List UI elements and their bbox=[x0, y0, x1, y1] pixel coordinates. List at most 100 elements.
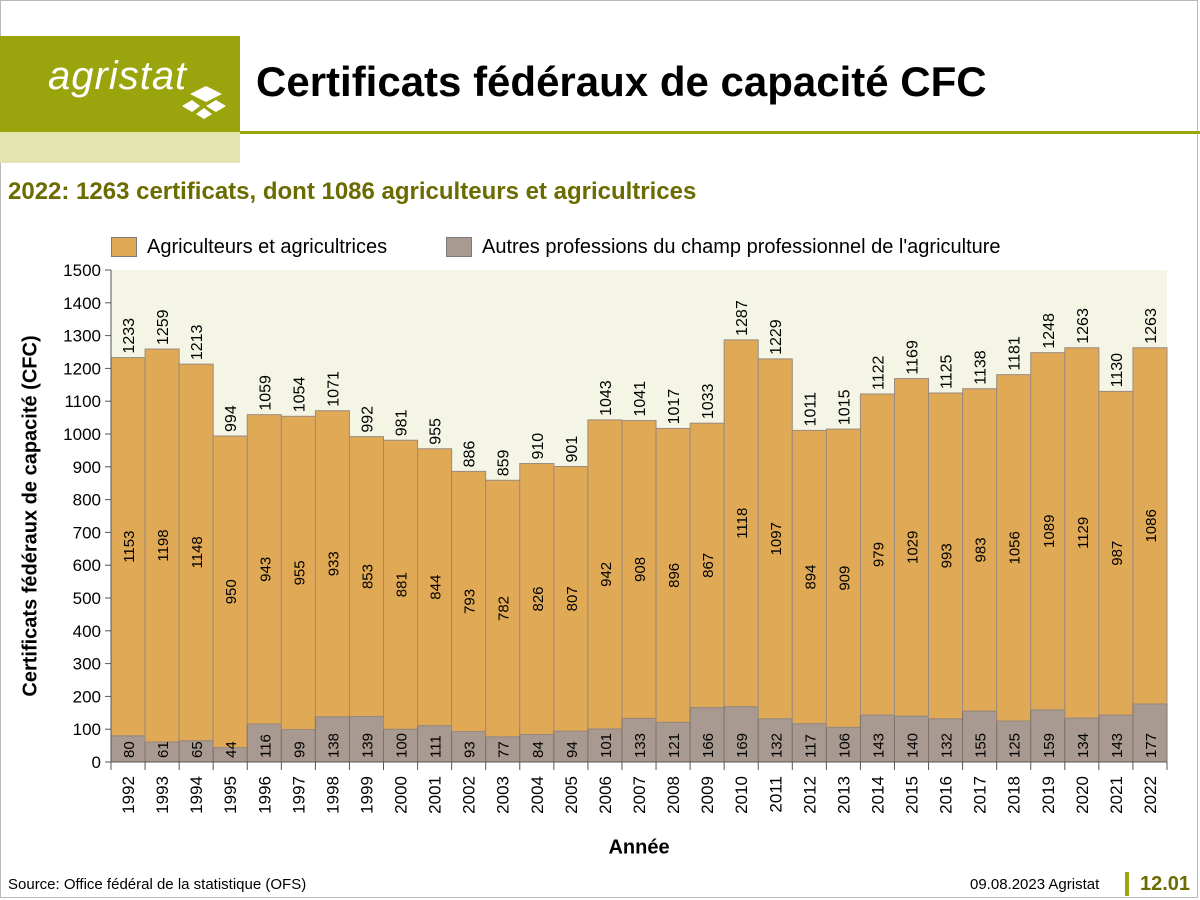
data-label-agri: 1029 bbox=[905, 531, 922, 564]
bar-other bbox=[893, 715, 930, 763]
data-label-total: 992 bbox=[359, 406, 376, 433]
page-title: Certificats fédéraux de capacité CFC bbox=[256, 58, 987, 105]
data-label-other: 117 bbox=[802, 734, 819, 758]
data-label-total: 1229 bbox=[768, 319, 785, 355]
data-label-total: 1125 bbox=[939, 354, 956, 389]
x-tick-label: 1999 bbox=[357, 776, 376, 814]
data-label-agri: 1153 bbox=[121, 531, 138, 563]
data-label-total: 1169 bbox=[905, 340, 922, 375]
data-label-other: 116 bbox=[257, 734, 274, 758]
y-tick-label: 1400 bbox=[63, 294, 101, 313]
data-label-total: 1181 bbox=[1007, 336, 1024, 371]
data-label-agri: 1056 bbox=[1007, 531, 1024, 564]
y-tick-label: 1200 bbox=[63, 359, 101, 378]
bar-agri bbox=[383, 439, 419, 730]
x-tick-label: 2022 bbox=[1141, 776, 1160, 814]
x-tick-label: 1997 bbox=[289, 776, 308, 814]
bar-agri bbox=[791, 429, 827, 725]
data-label-other: 143 bbox=[870, 733, 887, 758]
bar-agri bbox=[451, 470, 487, 732]
bar-agri bbox=[212, 435, 248, 749]
data-label-other: 93 bbox=[462, 741, 479, 758]
data-label-other: 111 bbox=[428, 735, 445, 758]
bar-agri bbox=[280, 415, 316, 731]
legend-swatch-agri bbox=[111, 237, 137, 257]
data-label-agri: 983 bbox=[973, 537, 990, 562]
x-tick-label: 2003 bbox=[494, 776, 513, 814]
data-label-agri: 782 bbox=[496, 596, 513, 621]
data-label-total: 955 bbox=[428, 418, 445, 445]
data-label-total: 994 bbox=[223, 405, 240, 432]
x-tick-label: 2014 bbox=[868, 776, 887, 814]
data-label-other: 77 bbox=[496, 741, 513, 758]
bar-agri bbox=[1064, 347, 1100, 719]
x-axis-title: Année bbox=[608, 836, 670, 859]
x-tick-label: 2001 bbox=[426, 776, 445, 814]
y-tick-label: 1000 bbox=[63, 425, 101, 444]
y-tick-label: 0 bbox=[92, 753, 101, 772]
x-tick-label: 2020 bbox=[1073, 776, 1092, 814]
bar-agri bbox=[655, 427, 691, 723]
data-label-other: 80 bbox=[121, 741, 138, 758]
x-tick-label: 1995 bbox=[221, 776, 240, 814]
data-label-agri: 1198 bbox=[155, 529, 172, 561]
header-rule bbox=[240, 131, 1200, 134]
data-label-total: 1248 bbox=[1041, 313, 1058, 349]
x-tick-label: 1992 bbox=[119, 776, 138, 814]
data-label-total: 1287 bbox=[734, 300, 751, 336]
data-label-other: 133 bbox=[632, 733, 649, 758]
x-tick-label: 2010 bbox=[732, 776, 751, 814]
x-tick-label: 2021 bbox=[1107, 776, 1126, 814]
y-tick-label: 1300 bbox=[63, 327, 101, 346]
y-tick-label: 200 bbox=[73, 687, 101, 706]
source-note: Source: Office fédéral de la statistique… bbox=[8, 876, 307, 893]
bar-agri bbox=[110, 357, 146, 737]
x-tick-label: 2017 bbox=[971, 776, 990, 814]
x-tick-label: 1994 bbox=[187, 776, 206, 814]
chart-subtitle: 2022: 1263 certificats, dont 1086 agricu… bbox=[8, 178, 697, 205]
data-label-agri: 933 bbox=[325, 551, 342, 576]
x-tick-label: 2006 bbox=[596, 776, 615, 814]
data-label-agri: 1118 bbox=[734, 508, 751, 539]
data-label-total: 1059 bbox=[257, 375, 274, 411]
x-tick-label: 2013 bbox=[834, 776, 853, 814]
data-label-agri: 844 bbox=[428, 575, 445, 600]
data-label-total: 1015 bbox=[836, 389, 853, 425]
x-tick-label: 2018 bbox=[1005, 776, 1024, 814]
bar-agri bbox=[621, 420, 657, 719]
data-label-total: 1043 bbox=[598, 380, 615, 416]
y-tick-label: 300 bbox=[73, 655, 101, 674]
bar-agri bbox=[689, 422, 725, 709]
y-tick-label: 100 bbox=[73, 720, 101, 739]
legend-label-agri: Agriculteurs et agricultrices bbox=[147, 235, 388, 258]
bar-other bbox=[962, 710, 998, 763]
x-tick-label: 1996 bbox=[255, 776, 274, 814]
bar-other bbox=[723, 706, 759, 763]
page-number: 12.01 bbox=[1140, 873, 1191, 895]
bar-agri bbox=[178, 363, 214, 742]
data-label-agri: 826 bbox=[530, 586, 547, 611]
data-label-other: 100 bbox=[394, 733, 411, 758]
data-label-other: 125 bbox=[1007, 733, 1024, 758]
data-label-total: 1263 bbox=[1143, 308, 1160, 344]
agristat-logo-icon bbox=[182, 86, 226, 119]
data-label-agri: 1148 bbox=[189, 536, 206, 568]
y-tick-label: 1100 bbox=[64, 392, 101, 411]
data-label-agri: 950 bbox=[223, 579, 240, 604]
data-label-agri: 896 bbox=[666, 563, 683, 588]
data-label-total: 1130 bbox=[1109, 353, 1126, 388]
data-label-agri: 1097 bbox=[768, 522, 785, 555]
bar-agri bbox=[314, 410, 350, 718]
data-label-other: 106 bbox=[836, 733, 853, 758]
bar-other bbox=[859, 714, 895, 763]
data-label-total: 859 bbox=[496, 449, 513, 476]
data-label-agri: 993 bbox=[939, 543, 956, 568]
bar-agri bbox=[348, 436, 385, 717]
data-label-total: 1138 bbox=[973, 350, 990, 385]
y-tick-label: 800 bbox=[73, 491, 101, 510]
data-label-total: 1033 bbox=[700, 383, 717, 419]
data-label-other: 166 bbox=[700, 733, 717, 758]
date-stamp: 09.08.2023 Agristat bbox=[970, 876, 1100, 893]
x-tick-label: 2005 bbox=[562, 776, 581, 814]
bar-agri bbox=[587, 419, 623, 730]
